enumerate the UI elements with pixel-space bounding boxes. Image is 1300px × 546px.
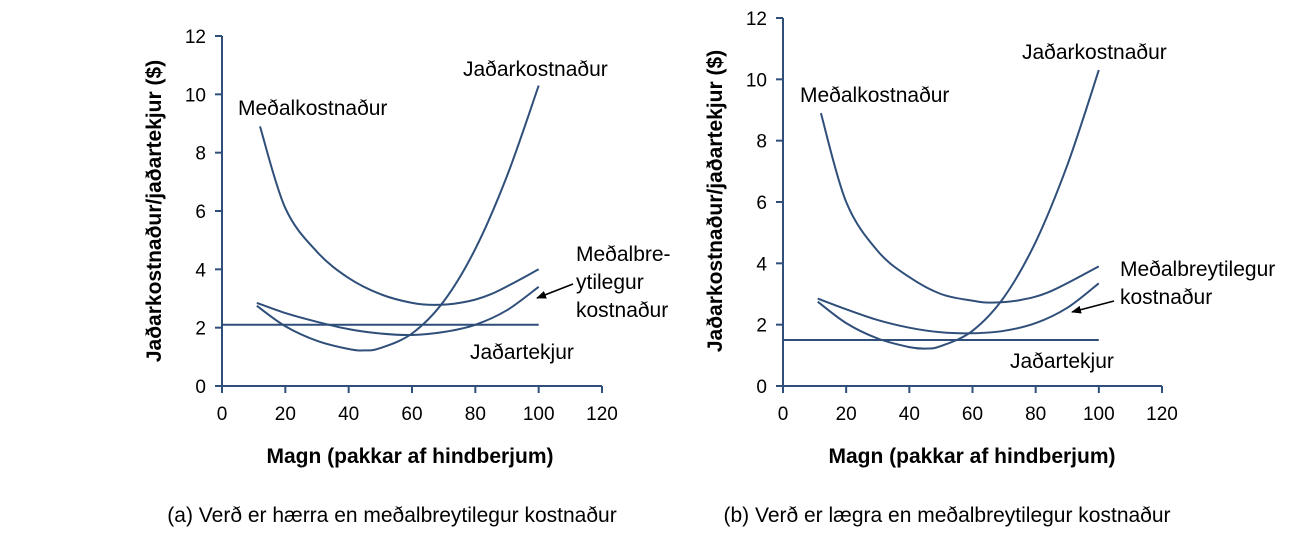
panel-b-average-variable-cost-label: Meðalbreytilegur kostnaður (1120, 258, 1275, 309)
panel-a-average-variable-cost-label: Meðalbre-ytilegur kostnaður (576, 243, 671, 322)
panel-a-xlabel: Magn (pakkar af hindberjum) (266, 445, 553, 468)
panel-a-average-cost-line (259, 126, 540, 306)
panel-b-y-tick-label: 0 (756, 377, 767, 398)
panel-b-average-cost-line (819, 112, 1100, 304)
panel-b-marginal-cost-label: Jaðarkostnaður (1022, 41, 1167, 64)
panel-a-x-tick-label: 60 (401, 404, 422, 425)
panel-a-ylabel: Jaðarkostnaður/jaðartekjur ($) (143, 60, 166, 362)
panel-a-marginal-revenue-label: Jaðartekjur (470, 341, 574, 364)
panel-a-y-tick-label: 10 (185, 85, 206, 106)
panel-a-caption: (a) Verð er hærra en meðalbreytilegur ko… (167, 504, 616, 527)
panel-b-marginal-revenue-label: Jaðartekjur (1010, 350, 1114, 373)
panel-a: Jaðarkostnaður/jaðartekjur ($) Magn (pak… (143, 27, 671, 527)
panel-b-caption: (b) Verð er lægra en meðalbreytilegur ko… (723, 504, 1170, 527)
panel-b-x-tick-label: 40 (899, 404, 920, 425)
panel-b-y-tick-label: 4 (756, 254, 767, 275)
panel-b-y-tick-label: 6 (756, 193, 767, 214)
panel-b-y-tick-label: 2 (756, 316, 767, 337)
panel-a-average-variable-cost-line (256, 285, 540, 337)
panel-a-x-tick-label: 100 (523, 404, 555, 425)
panel-a-y-tick-label: 12 (185, 27, 206, 48)
panel-a-x-tick-label: 20 (275, 404, 296, 425)
panel-a-x-tick-label: 120 (586, 404, 618, 425)
panel-b-x-tick-label: 60 (962, 404, 983, 425)
panel-a-marginal-cost-line (256, 85, 540, 352)
panel-b-x-tick-label: 0 (778, 404, 789, 425)
panel-b-xlabel: Magn (pakkar af hindberjum) (828, 445, 1115, 468)
panel-a-y-tick-label: 0 (195, 377, 206, 398)
panel-b-y-tick-label: 8 (756, 132, 767, 153)
panel-a-marginal-cost-label: Jaðarkostnaður (463, 58, 608, 81)
panel-b-y-tick-label: 10 (746, 70, 767, 91)
panel-b: Jaðarkostnaður/jaðartekjur ($) Magn (pak… (704, 9, 1275, 527)
panel-a-average-cost-label: Meðalkostnaður (238, 97, 387, 120)
panel-b-x-tick-label: 120 (1146, 404, 1178, 425)
panel-a-label-arrow (536, 283, 574, 299)
panel-a-x-tick-label: 80 (465, 404, 486, 425)
panel-b-marginal-cost-line (817, 69, 1100, 350)
panel-a-y-tick-label: 2 (195, 319, 206, 340)
panel-b-x-tick-label: 100 (1083, 404, 1115, 425)
panel-a-y-tick-label: 4 (195, 260, 206, 281)
panel-b-y-tick-label: 12 (746, 9, 767, 30)
panel-b-x-tick-label: 80 (1025, 404, 1046, 425)
panel-b-ylabel: Jaðarkostnaður/jaðartekjur ($) (704, 50, 727, 352)
panel-b-label-arrow (1071, 300, 1115, 314)
panel-b-x-tick-label: 20 (836, 404, 857, 425)
panel-b-average-variable-cost-line (817, 282, 1100, 335)
panel-a-x-tick-label: 40 (338, 404, 359, 425)
panel-a-x-tick-label: 0 (217, 404, 228, 425)
panel-b-average-cost-label: Meðalkostnaður (800, 84, 949, 107)
panel-a-y-tick-label: 8 (195, 144, 206, 165)
panel-a-y-tick-label: 6 (195, 202, 206, 223)
